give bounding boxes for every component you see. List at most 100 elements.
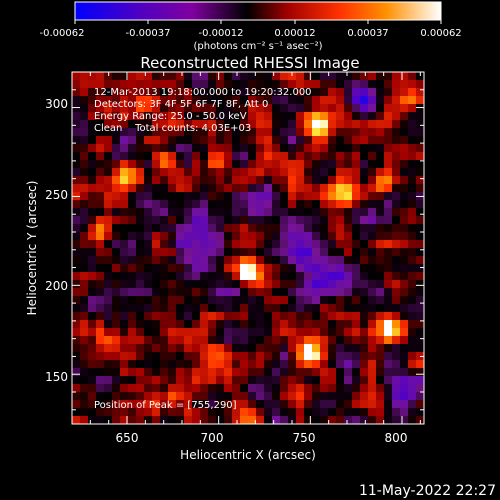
heatmap-cell <box>216 280 225 289</box>
heatmap-cell <box>280 304 289 313</box>
heatmap-cell <box>280 272 289 281</box>
heatmap-cell <box>88 376 97 385</box>
heatmap-cell <box>224 160 233 169</box>
heatmap-cell <box>128 256 137 265</box>
heatmap-cell <box>136 248 145 257</box>
heatmap-cell <box>168 288 177 297</box>
heatmap-cell <box>392 280 401 289</box>
heatmap-cell <box>216 416 225 424</box>
heatmap-cell <box>80 360 89 369</box>
heatmap-cell <box>368 328 377 337</box>
heatmap-cell <box>344 88 353 97</box>
heatmap-cell <box>400 376 409 385</box>
heatmap-cell <box>232 96 241 105</box>
heatmap-cell <box>192 200 201 209</box>
heatmap-cell <box>208 168 217 177</box>
heatmap-cell <box>224 72 233 81</box>
heatmap-cell <box>176 224 185 233</box>
heatmap-cell <box>208 344 217 353</box>
heatmap-cell <box>296 304 305 313</box>
heatmap-cell <box>352 224 361 233</box>
heatmap-cell <box>120 352 129 361</box>
heatmap-cell <box>96 72 105 81</box>
heatmap-cell <box>192 352 201 361</box>
heatmap-cell <box>344 416 353 424</box>
heatmap-cell <box>216 240 225 249</box>
heatmap-cell <box>216 392 225 401</box>
heatmap-cell <box>240 240 249 249</box>
heatmap-cell <box>376 112 385 121</box>
heatmap-cell <box>376 224 385 233</box>
heatmap-cell <box>368 168 377 177</box>
heatmap-cell <box>256 416 265 424</box>
heatmap-cell <box>96 144 105 153</box>
heatmap-cell <box>152 184 161 193</box>
heatmap-cell <box>352 160 361 169</box>
heatmap-cell <box>160 400 169 409</box>
heatmap-cell <box>352 72 361 81</box>
heatmap-cell <box>280 120 289 129</box>
heatmap-cell <box>368 160 377 169</box>
heatmap-cell <box>328 240 337 249</box>
heatmap-cell <box>272 112 281 121</box>
heatmap-cell <box>336 296 345 305</box>
heatmap-cell <box>176 400 185 409</box>
heatmap-cell <box>168 184 177 193</box>
heatmap-cell <box>360 312 369 321</box>
heatmap-cell <box>296 224 305 233</box>
heatmap-cell <box>280 176 289 185</box>
heatmap-cell <box>384 264 393 273</box>
heatmap-cell <box>104 280 113 289</box>
heatmap-cell <box>384 104 393 113</box>
heatmap-cell <box>136 144 145 153</box>
heatmap-cell <box>296 144 305 153</box>
heatmap-cell <box>272 320 281 329</box>
heatmap-cell <box>256 376 265 385</box>
heatmap-cell <box>104 344 113 353</box>
heatmap-cell <box>192 216 201 225</box>
heatmap-cell <box>344 288 353 297</box>
heatmap-cell <box>96 192 105 201</box>
heatmap-cell <box>176 360 185 369</box>
heatmap-cell <box>400 320 409 329</box>
heatmap-cell <box>320 88 329 97</box>
heatmap-cell <box>184 112 193 121</box>
heatmap-cell <box>376 168 385 177</box>
heatmap-cell <box>208 392 217 401</box>
heatmap-cell <box>280 112 289 121</box>
heatmap-cell <box>96 288 105 297</box>
heatmap-cell <box>120 72 129 81</box>
heatmap-cell <box>96 136 105 145</box>
heatmap-cell <box>352 312 361 321</box>
heatmap-cell <box>352 176 361 185</box>
heatmap-cell <box>160 296 169 305</box>
heatmap-cell <box>304 152 313 161</box>
x-tick-label: 750 <box>293 431 316 445</box>
heatmap-cell <box>352 304 361 313</box>
heatmap-cell <box>296 360 305 369</box>
heatmap-cell <box>368 152 377 161</box>
heatmap-cell <box>400 232 409 241</box>
heatmap-cell <box>224 416 233 424</box>
heatmap-cell <box>88 104 97 113</box>
heatmap-cell <box>152 88 161 97</box>
heatmap-cell <box>264 312 273 321</box>
heatmap-cell <box>232 320 241 329</box>
heatmap-cell <box>104 208 113 217</box>
heatmap-cell <box>264 152 273 161</box>
heatmap-cell <box>168 216 177 225</box>
heatmap-cell <box>320 120 329 129</box>
heatmap-cell <box>256 144 265 153</box>
heatmap-cell <box>336 248 345 257</box>
heatmap-cell <box>200 168 209 177</box>
heatmap-cell <box>384 328 393 337</box>
heatmap-cell <box>96 296 105 305</box>
heatmap-cell <box>144 352 153 361</box>
heatmap-cell <box>408 256 417 265</box>
heatmap-cell <box>144 72 153 81</box>
heatmap-cell <box>312 240 321 249</box>
heatmap-cell <box>224 248 233 257</box>
heatmap-cell <box>224 80 233 89</box>
heatmap-cell <box>288 272 297 281</box>
heatmap-cell <box>184 96 193 105</box>
